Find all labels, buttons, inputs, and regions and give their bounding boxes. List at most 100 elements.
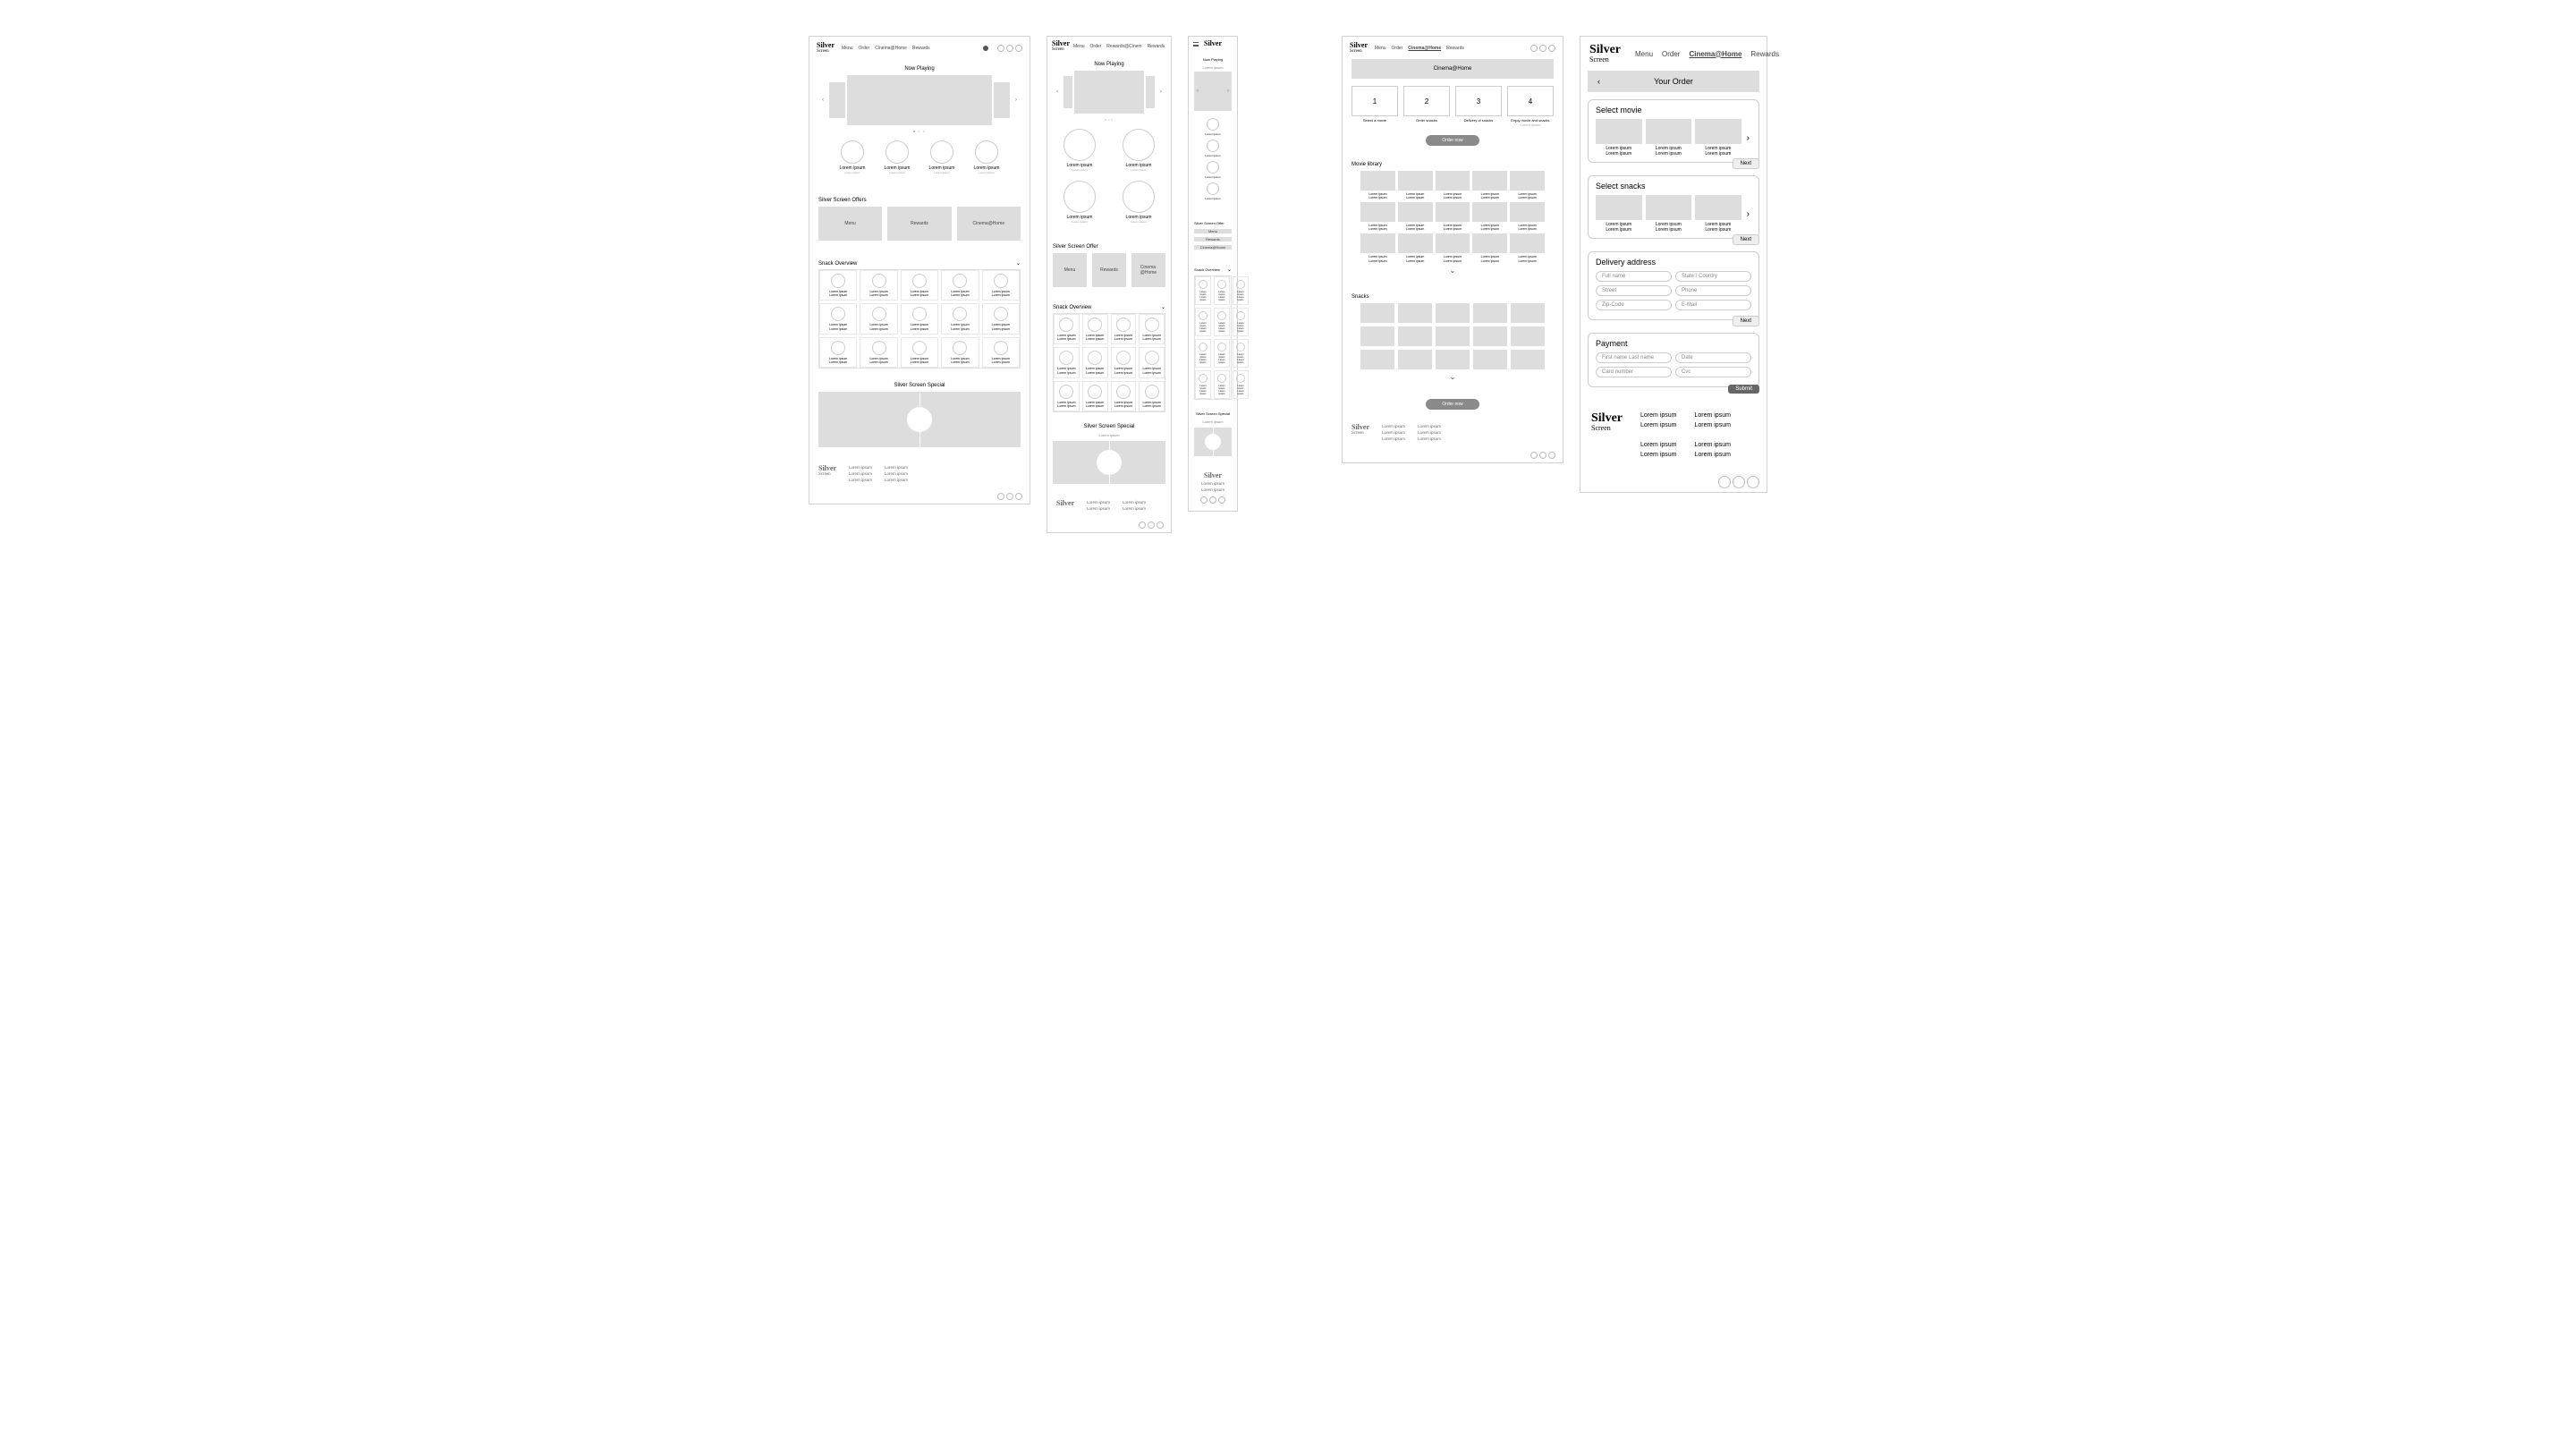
footer-link[interactable]: Lorem ipsum (1382, 436, 1405, 441)
snack-cell[interactable]: Lorem ipsumLorem ipsum (1233, 308, 1249, 336)
snack-cell[interactable]: Lorem ipsumLorem ipsum (941, 270, 979, 301)
snack-cell[interactable]: Lorem ipsumLorem ipsum (1082, 314, 1108, 344)
snack-cell[interactable]: Lorem ipsumLorem ipsum (1195, 276, 1211, 305)
snack-cell[interactable]: Lorem ipsumLorem ipsum (1111, 347, 1137, 377)
snack-cell[interactable]: Lorem ipsumLorem ipsum (1054, 381, 1080, 411)
feature-item[interactable]: Lorem ipsumLorem ipsum (1055, 181, 1105, 224)
carousel-next-icon[interactable]: › (1012, 97, 1021, 103)
special-media[interactable] (1053, 441, 1165, 484)
snack-cell[interactable]: Lorem ipsumLorem ipsum (1054, 347, 1080, 377)
snack-cell[interactable]: Lorem ipsumLorem ipsum (982, 303, 1020, 334)
offer-tile-menu[interactable]: Menu (1194, 229, 1232, 233)
footer-link[interactable]: Lorem ipsum (1087, 506, 1110, 511)
movie-cell[interactable]: Lorem ipsumLorem ipsum (1436, 171, 1470, 199)
footer-link[interactable]: Lorem ipsum (1694, 422, 1730, 428)
snack-cell[interactable]: Lorem ipsumLorem ipsum (1214, 339, 1230, 368)
footer-link[interactable]: Lorem ipsum (885, 478, 908, 482)
logo[interactable]: SilverScreen (1589, 44, 1621, 64)
footer-link[interactable]: Lorem ipsum (1418, 430, 1441, 435)
next-button[interactable]: Next (1733, 316, 1759, 326)
snack-cell[interactable] (1398, 326, 1432, 346)
carousel-prev-icon[interactable]: ‹ (1194, 89, 1201, 94)
carousel-dots[interactable]: ● ○ ○ (818, 129, 1021, 133)
snack-cell[interactable] (1511, 303, 1545, 323)
scroll-right-icon[interactable]: › (1745, 133, 1751, 143)
full-name-field[interactable]: Full name (1596, 271, 1672, 282)
phone-field[interactable]: Phone (1675, 285, 1751, 296)
carousel-slide-main[interactable] (847, 75, 992, 125)
carousel-slide-main[interactable] (1074, 71, 1144, 114)
nav-cinema[interactable]: Cinema@Home (875, 46, 907, 51)
social-icon[interactable] (1733, 476, 1745, 488)
carousel-slide-next[interactable] (1146, 76, 1155, 108)
social-icon[interactable] (1548, 452, 1555, 459)
nav-rewards[interactable]: Rewards (1446, 46, 1464, 51)
footer-link[interactable]: Lorem ipsum (849, 471, 872, 476)
snack-cell[interactable]: Lorem ipsumLorem ipsum (1233, 370, 1249, 399)
snack-cell[interactable]: Lorem ipsumLorem ipsum (1111, 314, 1137, 344)
snack-cell[interactable] (1360, 303, 1394, 323)
cardholder-field[interactable]: First name Last name (1596, 352, 1672, 363)
nav-rewards[interactable]: Rewards (1148, 44, 1165, 49)
snack-cell[interactable]: Lorem ipsumLorem ipsum (1139, 381, 1165, 411)
footer-link[interactable]: Lorem ipsum (1694, 452, 1730, 458)
social-icon[interactable] (1015, 45, 1022, 52)
snack-cell[interactable] (1473, 303, 1507, 323)
snack-cell[interactable]: Lorem ipsumLorem ipsum (1082, 381, 1108, 411)
snack-cell[interactable]: Lorem ipsumLorem ipsum (819, 337, 857, 368)
feature-item[interactable]: Lorem ipsum (1203, 118, 1223, 136)
snack-cell[interactable]: Lorem ipsumLorem ipsum (1195, 339, 1211, 368)
movie-cell[interactable]: Lorem ipsumLorem ipsum (1360, 202, 1395, 231)
feature-item[interactable]: Lorem ipsum (1203, 161, 1223, 179)
nav-menu[interactable]: Menu (1635, 50, 1653, 58)
snack-cell[interactable]: Lorem ipsumLorem ipsum (1195, 370, 1211, 399)
street-field[interactable]: Street (1596, 285, 1672, 296)
footer-link[interactable]: Lorem ipsum (1382, 424, 1405, 428)
social-icon[interactable] (1548, 45, 1555, 52)
snack-cell[interactable]: Lorem ipsumLorem ipsum (1214, 276, 1230, 305)
snack-cell[interactable]: Lorem ipsumLorem ipsum (941, 303, 979, 334)
movie-cell[interactable]: Lorem ipsumLorem ipsum (1360, 171, 1395, 199)
nav-order[interactable]: Order (1392, 46, 1403, 51)
carousel-slide-prev[interactable] (829, 82, 845, 118)
snack-cell[interactable] (1436, 303, 1470, 323)
offer-tile-menu[interactable]: Menu (818, 207, 882, 241)
movie-cell[interactable]: Lorem ipsumLorem ipsum (1472, 202, 1507, 231)
movie-cell[interactable]: Lorem ipsumLorem ipsum (1510, 202, 1545, 231)
offer-tile-cinema[interactable]: Cinema@Home (1194, 245, 1232, 250)
expand-icon[interactable]: ⌄ (1352, 267, 1554, 275)
footer-link[interactable]: Lorem ipsum (1382, 430, 1405, 435)
menu-icon[interactable] (1193, 42, 1199, 47)
feature-item[interactable]: Lorem ipsumLorem ipsum (924, 140, 960, 174)
footer-link[interactable]: Lorem ipsum (1694, 412, 1730, 419)
social-icon[interactable] (1718, 476, 1731, 488)
snack-cell[interactable]: Lorem ipsumLorem ipsum (1214, 308, 1230, 336)
expand-icon[interactable]: ⌄ (1352, 373, 1554, 381)
social-icon[interactable] (997, 493, 1004, 500)
social-icon[interactable] (1209, 496, 1216, 504)
logo[interactable]: SilverScreen (1052, 40, 1070, 52)
carousel-prev-icon[interactable]: ‹ (818, 97, 827, 103)
nav-order[interactable]: Order (1090, 44, 1102, 49)
nav-menu[interactable]: Menu (1073, 44, 1085, 49)
snack-cell[interactable]: Lorem ipsumLorem ipsum (1233, 339, 1249, 368)
cvc-field[interactable]: Cvc (1675, 367, 1751, 377)
carousel-dots[interactable]: ○○○ (1053, 117, 1165, 122)
footer-link[interactable]: Lorem ipsum (1640, 452, 1676, 458)
snack-option[interactable]: Lorem ipsumLorem ipsum (1596, 195, 1642, 233)
snack-header[interactable]: Snack Overview⌄ (1053, 304, 1165, 310)
order-now-button[interactable]: Order now (1426, 135, 1479, 146)
movie-option[interactable]: Lorem ipsumLorem ipsum (1695, 119, 1741, 157)
nav-rewards[interactable]: Rewards (1750, 50, 1779, 58)
nav-menu[interactable]: Menu (842, 46, 853, 51)
snack-header[interactable]: Snack Overview⌄ (818, 260, 1021, 267)
scroll-right-icon[interactable]: › (1745, 209, 1751, 219)
social-icon[interactable] (1218, 496, 1225, 504)
order-now-button[interactable]: Order now (1426, 399, 1479, 410)
movie-cell[interactable]: Lorem ipsumLorem ipsum (1398, 171, 1433, 199)
social-icon[interactable] (1015, 493, 1022, 500)
movie-option[interactable]: Lorem ipsumLorem ipsum (1596, 119, 1642, 157)
feature-item[interactable]: Lorem ipsumLorem ipsum (1114, 129, 1164, 172)
social-icon[interactable] (1006, 45, 1013, 52)
snack-cell[interactable]: Lorem ipsumLorem ipsum (1082, 347, 1108, 377)
